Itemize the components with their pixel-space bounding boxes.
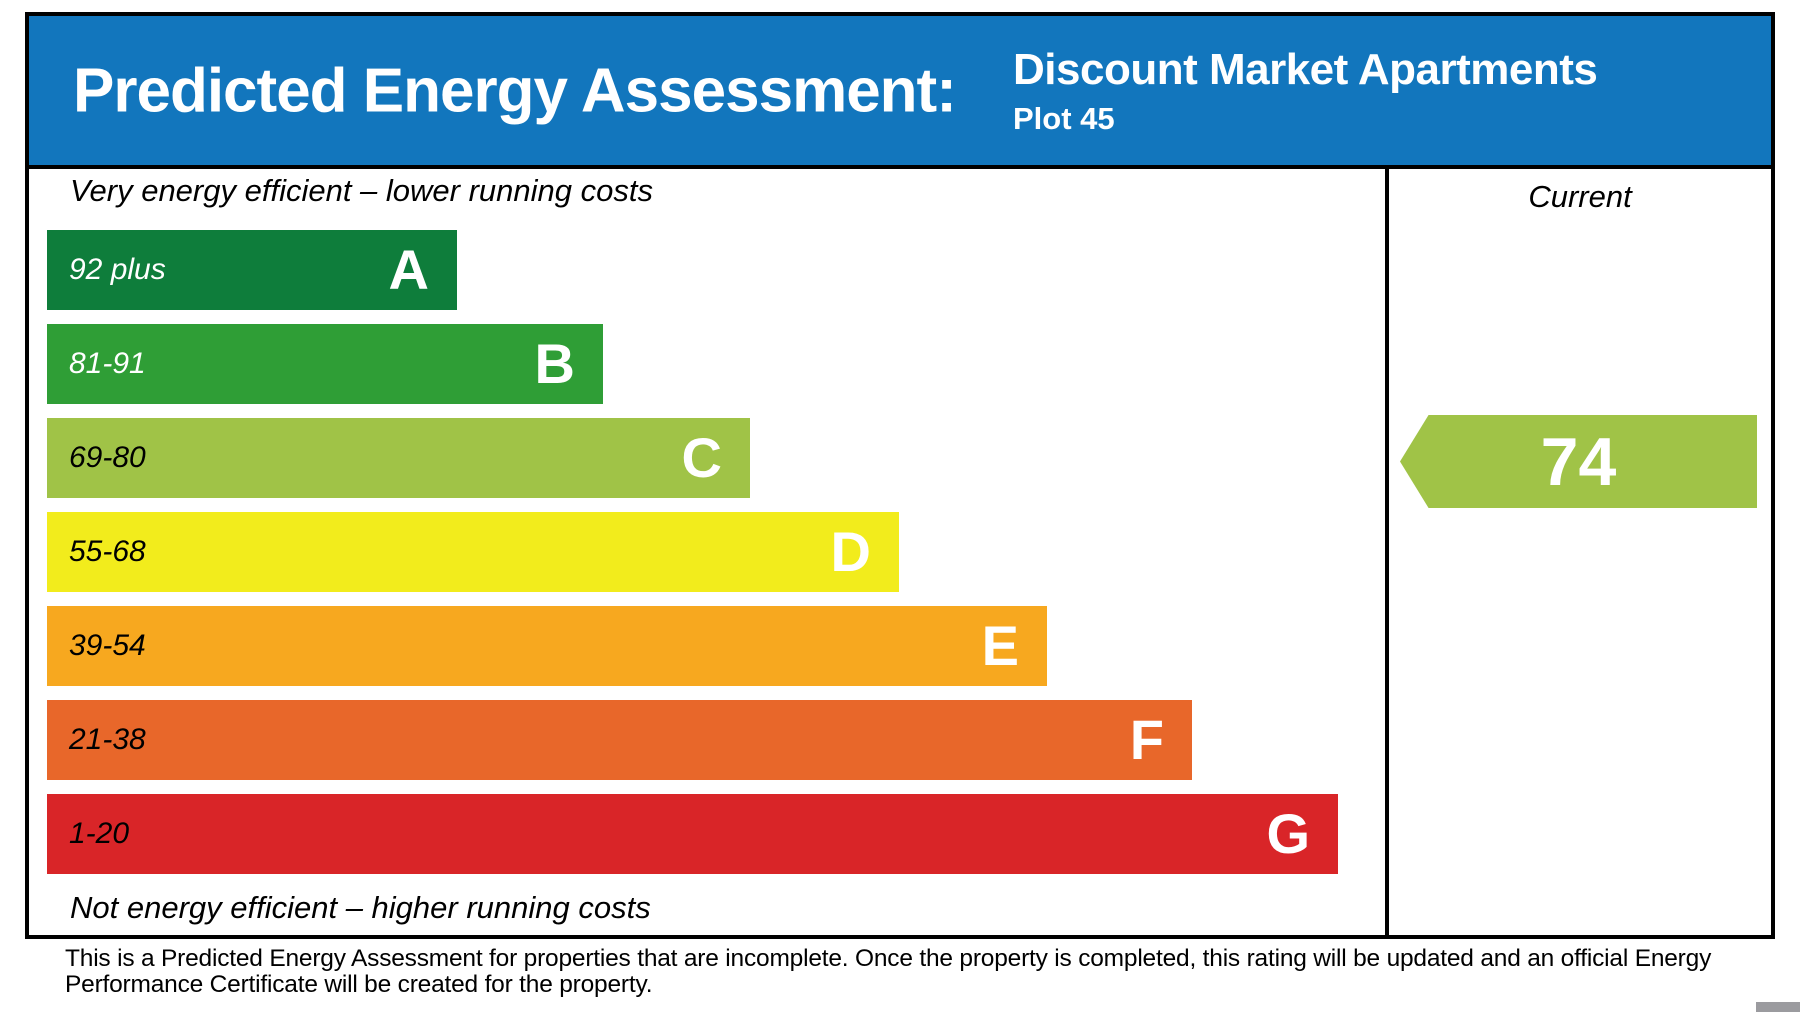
header: Predicted Energy Assessment: Discount Ma… bbox=[29, 16, 1771, 169]
band-range-label: 81-91 bbox=[69, 347, 146, 380]
band-range-label: 1-20 bbox=[69, 817, 130, 850]
band-letter: F bbox=[1129, 708, 1164, 771]
current-rating-arrow: 74 bbox=[1400, 415, 1757, 508]
band-letter: G bbox=[1266, 802, 1310, 865]
footer-note: This is a Predicted Energy Assessment fo… bbox=[65, 945, 1712, 998]
band-row: 81-91 B bbox=[47, 324, 603, 404]
band-row: 39-54 E bbox=[47, 606, 1047, 686]
band-letter: D bbox=[830, 520, 871, 583]
page-title: Predicted Energy Assessment: bbox=[73, 56, 957, 125]
band-range-label: 21-38 bbox=[69, 723, 146, 756]
band-letter: B bbox=[534, 332, 575, 395]
current-rating-value: 74 bbox=[1540, 423, 1617, 500]
band-range-label: 55-68 bbox=[69, 535, 146, 568]
top-axis-label: Very energy efficient – lower running co… bbox=[70, 173, 653, 208]
plot-number: Plot 45 bbox=[1013, 100, 1115, 136]
band-row: 69-80 C bbox=[47, 418, 750, 498]
property-block: Discount Market Apartments Plot 45 bbox=[1013, 44, 1598, 137]
band-row: 55-68 D bbox=[47, 512, 899, 592]
current-column-header: Current bbox=[1528, 179, 1632, 214]
scrollbar-corner bbox=[1756, 1002, 1800, 1012]
band-range-label: 39-54 bbox=[69, 629, 146, 662]
property-name: Discount Market Apartments bbox=[1013, 44, 1598, 94]
band-range-label: 92 plus bbox=[69, 253, 166, 286]
band-row: 1-20 G bbox=[47, 794, 1338, 874]
band-row: 92 plus A bbox=[47, 230, 457, 310]
band-letter: C bbox=[681, 426, 722, 489]
band-row: 21-38 F bbox=[47, 700, 1192, 780]
certificate-frame: Predicted Energy Assessment: Discount Ma… bbox=[25, 12, 1775, 939]
band-letter: E bbox=[981, 614, 1019, 677]
column-divider bbox=[1385, 169, 1389, 935]
band-letter: A bbox=[388, 238, 429, 301]
band-range-label: 69-80 bbox=[69, 441, 146, 474]
bottom-axis-label: Not energy efficient – higher running co… bbox=[70, 890, 651, 925]
